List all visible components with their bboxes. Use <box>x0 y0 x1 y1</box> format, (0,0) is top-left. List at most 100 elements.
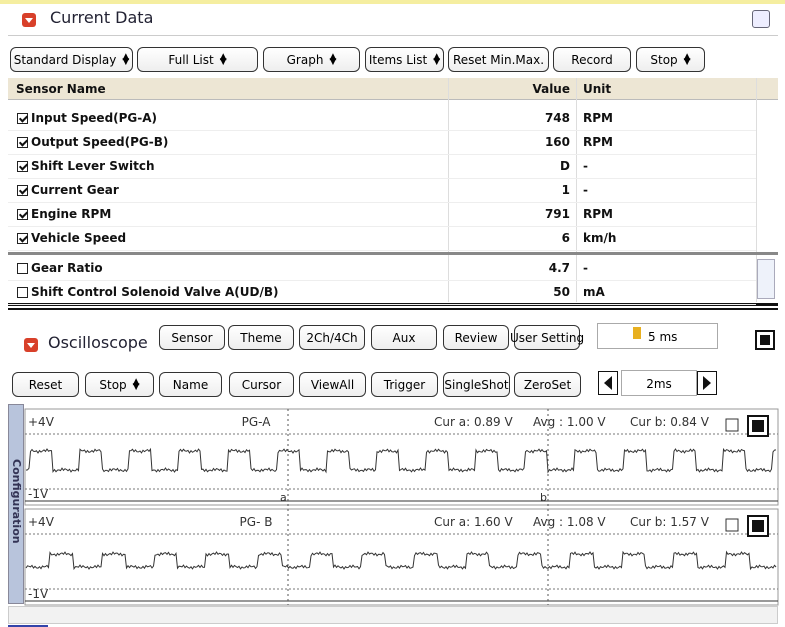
panel-title: Oscilloscope <box>48 333 148 352</box>
v-scrollbar[interactable] <box>757 259 775 299</box>
button-label: Trigger <box>383 377 426 392</box>
button[interactable]: 2Ch/4Ch <box>299 325 365 350</box>
button[interactable]: Trigger <box>371 372 438 397</box>
button[interactable]: Cursor <box>229 372 294 397</box>
dropdown-arrow: ▲ ▼ <box>683 51 691 67</box>
status-tab <box>8 625 48 627</box>
button-label: Stop <box>650 52 678 67</box>
dropdown-arrow: ▲ ▼ <box>329 51 337 67</box>
cursor-label: b <box>540 491 547 504</box>
sensor-value: 6 <box>561 231 570 245</box>
button-label: Reset <box>28 377 63 392</box>
sensor-unit: - <box>583 159 588 173</box>
button[interactable]: ZeroSet <box>514 372 581 397</box>
window-button[interactable] <box>752 10 770 28</box>
side-tab-label[interactable]: Configuration <box>10 459 23 544</box>
button-label: Reset Min.Max. <box>452 52 545 67</box>
scope-label: Cur a: 1.60 V <box>434 515 513 529</box>
button[interactable]: Items List ▲ ▼ <box>365 47 444 72</box>
row-rule <box>8 250 756 251</box>
scope-label: PG-A <box>242 415 272 429</box>
button-label: Aux <box>392 330 416 345</box>
zoom-box <box>621 370 697 396</box>
button-label: 2Ch/4Ch <box>306 330 358 345</box>
dropdown-arrow: ▲ ▼ <box>122 51 130 67</box>
checkbox[interactable] <box>17 233 28 244</box>
h-scrollbar[interactable] <box>8 606 778 624</box>
button[interactable]: User Setting <box>510 325 584 350</box>
button[interactable]: SingleShot <box>443 372 510 397</box>
column-rule <box>576 78 577 302</box>
button-label: Name <box>172 377 209 392</box>
button[interactable]: Sensor <box>159 325 225 350</box>
scope-label: +4V <box>28 515 55 529</box>
zoom-prev[interactable] <box>598 371 618 395</box>
row-rule <box>8 280 756 281</box>
arrow <box>604 376 612 390</box>
scope-label: +4V <box>28 415 55 429</box>
checkbox[interactable] <box>17 185 28 196</box>
sensor-value: D <box>560 159 570 173</box>
row-rule <box>8 202 756 203</box>
button-label: User Setting <box>509 330 585 345</box>
button[interactable]: Theme <box>228 325 294 350</box>
checkbox[interactable] <box>17 209 28 220</box>
button[interactable]: Reset <box>12 372 79 397</box>
scope-label: Cur a: 0.89 V <box>434 415 513 429</box>
row-rule <box>8 178 756 179</box>
row-rule <box>8 226 756 227</box>
sensor-unit: - <box>583 183 588 197</box>
side-tab[interactable] <box>8 404 24 604</box>
sensor-unit: RPM <box>583 135 613 149</box>
panel-title: Current Data <box>50 8 154 27</box>
button-label: Items List <box>368 52 428 67</box>
button[interactable]: Reset Min.Max. <box>448 47 549 72</box>
button-label: Standard Display <box>13 52 117 67</box>
button[interactable]: Full List ▲ ▼ <box>137 47 258 72</box>
channel-checkbox[interactable] <box>725 518 739 532</box>
dropdown-arrow: ▲ ▼ <box>132 376 140 392</box>
button-label: SingleShot <box>444 377 509 392</box>
scope-label: -1V <box>28 487 49 501</box>
sensor-value: 160 <box>544 135 570 149</box>
zoom-next[interactable] <box>697 371 717 395</box>
sensor-unit: - <box>583 261 588 275</box>
row-rule <box>8 304 756 305</box>
button[interactable]: Stop ▲ ▼ <box>85 372 154 397</box>
checkbox[interactable] <box>17 113 28 124</box>
table-header <box>8 78 778 100</box>
time-box[interactable] <box>597 323 718 349</box>
column-header: Unit <box>583 82 612 96</box>
button[interactable]: Review <box>443 325 509 350</box>
button[interactable]: Aux <box>371 325 437 350</box>
channel-checkbox[interactable] <box>725 418 739 432</box>
collapse-icon[interactable] <box>22 13 36 27</box>
checkbox[interactable] <box>17 287 28 298</box>
sensor-name: Vehicle Speed <box>31 231 127 245</box>
sensor-name: Input Speed(PG-A) <box>31 111 158 125</box>
checkbox[interactable] <box>17 137 28 148</box>
scope-label: PG- B <box>240 515 273 529</box>
scope-label: Cur b: 0.84 V <box>630 415 710 429</box>
checkbox[interactable] <box>17 161 28 172</box>
sensor-unit: km/h <box>583 231 617 245</box>
sensor-name: Current Gear <box>31 183 119 197</box>
button-label: Sensor <box>171 330 213 345</box>
button-label: Graph <box>286 52 324 67</box>
checkbox[interactable] <box>17 263 28 274</box>
button[interactable]: Stop ▲ ▼ <box>636 47 705 72</box>
button[interactable]: Name <box>159 372 222 397</box>
dropdown-arrow: ▲ ▼ <box>219 51 227 67</box>
column-header: Value <box>532 82 570 96</box>
scope-label: Avg : 1.08 V <box>533 515 606 529</box>
button[interactable]: ViewAll <box>299 372 366 397</box>
group-separator <box>8 252 778 255</box>
button[interactable]: Graph ▲ ▼ <box>263 47 360 72</box>
button[interactable]: Standard Display ▲ ▼ <box>10 47 133 72</box>
button-label: ViewAll <box>310 377 355 392</box>
scope-toggle[interactable] <box>755 330 775 350</box>
collapse-icon[interactable] <box>24 338 38 352</box>
scope-label: Avg : 1.00 V <box>533 415 606 429</box>
button[interactable]: Record <box>553 47 631 72</box>
